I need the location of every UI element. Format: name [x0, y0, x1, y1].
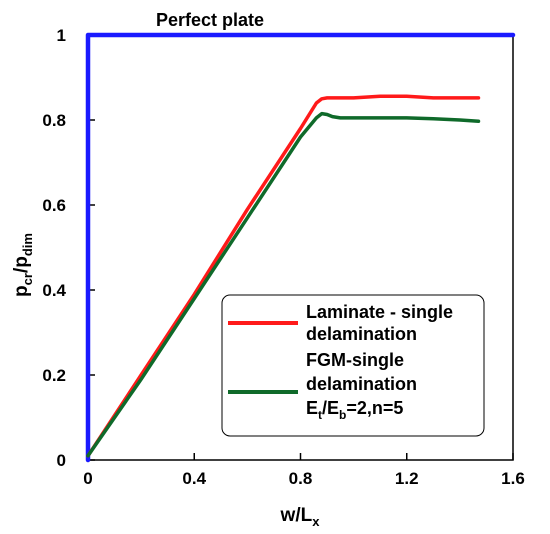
- series-line-0: [85, 32, 516, 463]
- y-tick-label: 0.6: [42, 196, 66, 215]
- legend-fgm-sub-b: b: [339, 408, 346, 422]
- series-line-2: [86, 111, 481, 458]
- legend-fgm-sub-t: t: [318, 408, 322, 422]
- legend: Laminate - single delamination FGM-singl…: [221, 294, 485, 437]
- x-axis-label: w/Lx: [280, 505, 321, 529]
- legend-fgm-e1: E: [306, 398, 318, 418]
- legend-fgm-line3: Et/Eb=2,n=5: [306, 398, 403, 422]
- y-axis-label-sub2: dim: [20, 233, 35, 256]
- legend-fgm-e2: /E: [322, 398, 339, 418]
- x-tick-label: 0.4: [182, 469, 206, 488]
- y-tick-label: 0.8: [42, 111, 66, 130]
- y-tick-label: 0.4: [42, 281, 66, 300]
- legend-fgm-line1: FGM-single: [306, 350, 404, 370]
- x-axis-label-sub: x: [312, 514, 320, 529]
- x-tick-label: 1.2: [395, 469, 419, 488]
- y-tick-label: 0: [57, 451, 66, 470]
- x-axis-label-main: w/L: [280, 505, 313, 526]
- x-tick-label: 0: [83, 469, 92, 488]
- x-tick-label: 1.6: [501, 469, 525, 488]
- legend-fgm-line2: delamination: [306, 374, 417, 394]
- y-axis-label-main: p: [11, 285, 32, 297]
- perfect-plate-annotation: Perfect plate: [156, 10, 264, 30]
- series-layer: [85, 32, 516, 463]
- legend-laminate-line1: Laminate - single: [306, 302, 453, 322]
- legend-laminate-line2: delamination: [306, 324, 417, 344]
- x-tick-label: 0.8: [289, 469, 313, 488]
- y-axis-label-mid: /p: [11, 256, 32, 273]
- series-line-1: [86, 94, 481, 458]
- y-tick-label: 1: [57, 26, 66, 45]
- legend-fgm-tail: =2,n=5: [346, 398, 403, 418]
- legend-box: [221, 294, 485, 437]
- y-axis-label-sub1: cr: [20, 273, 35, 285]
- y-tick-label: 0.2: [42, 366, 66, 385]
- y-axis-label: pcr/pdim: [11, 233, 35, 297]
